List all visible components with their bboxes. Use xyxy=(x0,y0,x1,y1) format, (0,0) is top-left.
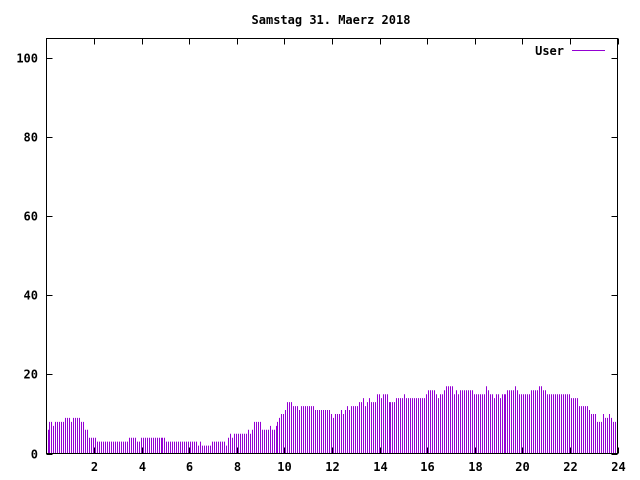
y-tick-label: 40 xyxy=(24,289,38,303)
x-tick-label: 4 xyxy=(139,460,146,474)
x-tick-label: 20 xyxy=(515,460,529,474)
y-tick-label: 0 xyxy=(31,448,38,462)
bars xyxy=(48,386,618,454)
x-tick-label: 6 xyxy=(186,460,193,474)
x-tick-label: 18 xyxy=(468,460,482,474)
x-tick-label: 22 xyxy=(563,460,577,474)
x-tick-label: 10 xyxy=(277,460,291,474)
x-tick-label: 14 xyxy=(373,460,387,474)
legend-label: User xyxy=(535,44,564,58)
x-tick-label: 16 xyxy=(420,460,434,474)
x-tick-label: 12 xyxy=(325,460,339,474)
x-tick-label: 2 xyxy=(91,460,98,474)
chart-title: Samstag 31. Maerz 2018 xyxy=(252,13,411,27)
x-tick-label: 8 xyxy=(234,460,241,474)
y-tick-label: 80 xyxy=(24,131,38,145)
plot-frame xyxy=(46,38,618,454)
y-tick-label: 100 xyxy=(16,52,38,66)
y-tick-label: 20 xyxy=(24,368,38,382)
legend: User xyxy=(535,44,605,58)
x-tick-label: 24 xyxy=(611,460,625,474)
y-tick-label: 60 xyxy=(24,210,38,224)
